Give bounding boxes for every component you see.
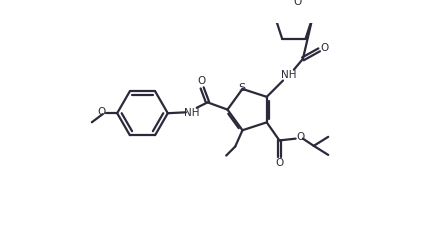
Text: O: O (97, 107, 106, 117)
Text: O: O (320, 43, 329, 53)
Text: NH: NH (183, 108, 199, 118)
Text: S: S (238, 83, 245, 93)
Text: NH: NH (281, 70, 296, 80)
Text: O: O (197, 76, 206, 86)
Text: O: O (296, 132, 304, 142)
Text: O: O (275, 158, 283, 168)
Text: O: O (293, 0, 302, 7)
